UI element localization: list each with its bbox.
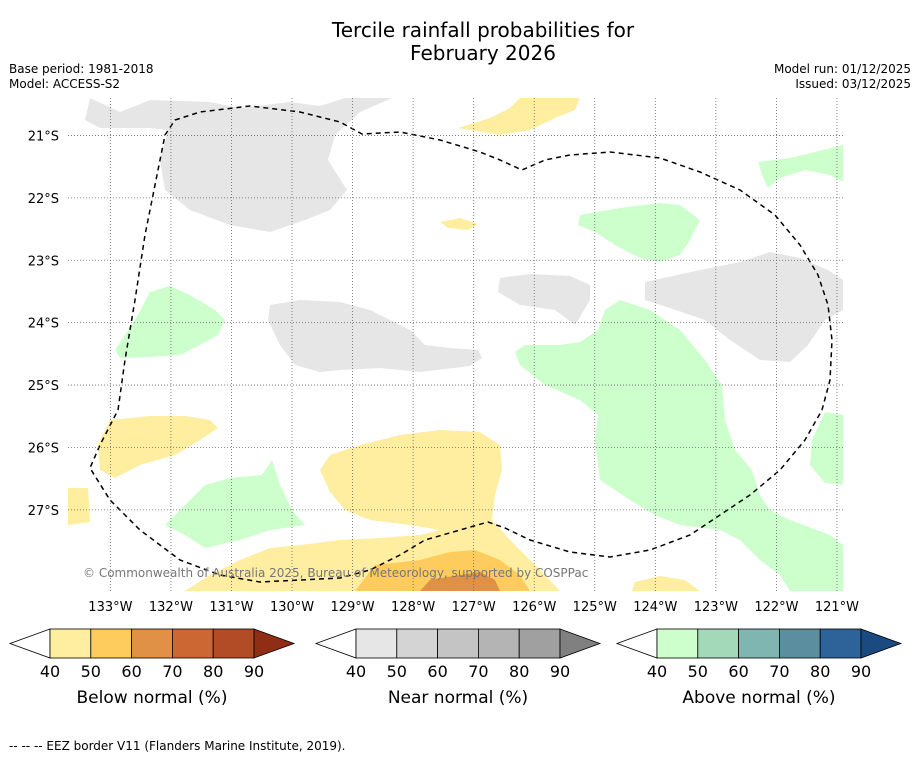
colorbar-segment	[518, 628, 561, 659]
lat-tick-label: 25°S	[28, 379, 59, 394]
lon-tick-label: 132°W	[149, 600, 193, 615]
colorbar-title: Near normal (%)	[388, 688, 528, 708]
colorbar-3: 40 50 60 70 80 90 Above normal (%)	[615, 628, 903, 708]
near-normal-region-east	[645, 252, 843, 362]
probability-regions	[68, 98, 843, 591]
below-normal-region-north	[458, 98, 580, 135]
colorbar-segment	[437, 628, 479, 659]
colorbar-tick-label: 60	[728, 662, 748, 681]
colorbar-segment	[738, 628, 780, 659]
above-normal-region-far-ne	[758, 145, 843, 188]
lat-tick-label: 22°S	[28, 192, 59, 207]
above-normal-region-sw	[165, 460, 305, 548]
colorbar-1: 40 50 60 70 80 90 Below normal (%)	[8, 628, 296, 708]
eez-border	[89, 105, 833, 583]
lon-tick-label: 133°W	[88, 600, 132, 615]
colorbar-tick-label: 90	[244, 662, 264, 681]
below-normal-region-west	[98, 416, 218, 478]
colorbar-tick-label: 70	[769, 662, 789, 681]
meta-left: Base period: 1981-2018 Model: ACCESS-S2	[9, 62, 154, 92]
lon-tick-label: 131°W	[209, 600, 253, 615]
colorbar-segment	[49, 628, 92, 659]
colorbar-segment	[131, 628, 173, 659]
colorbar-tick-label: 80	[810, 662, 830, 681]
near-normal-region-nw	[85, 98, 392, 232]
colorbar-tick-label: 80	[509, 662, 529, 681]
lat-tick-label: 27°S	[28, 504, 59, 519]
colorbar-tick-label: 40	[346, 662, 366, 681]
meta-right: Model run: 01/12/2025 Issued: 03/12/2025	[774, 62, 911, 92]
above-normal-region-ne	[578, 203, 700, 262]
colorbar-tick-label: 50	[81, 662, 101, 681]
base-period: Base period: 1981-2018	[9, 62, 154, 76]
below-normal-region-far-west	[68, 488, 90, 525]
title-line-1: Tercile rainfall probabilities for	[331, 18, 635, 42]
lon-tick-label: 121°W	[815, 600, 859, 615]
lon-tick-label: 126°W	[512, 600, 556, 615]
colorbar-min-arrow	[8, 628, 51, 659]
colorbar-tick-label: 40	[647, 662, 667, 681]
colorbar-2: 40 50 60 70 80 90 Near normal (%)	[314, 628, 602, 708]
colorbar-segment	[697, 628, 739, 659]
colorbar-tick-label: 80	[203, 662, 223, 681]
near-normal-region-mid	[498, 274, 590, 325]
lon-tick-label: 128°W	[391, 600, 435, 615]
colorbar-tick-label: 90	[851, 662, 871, 681]
model-run: Model run: 01/12/2025	[773, 62, 911, 76]
colorbar-tick-label: 70	[468, 662, 488, 681]
lon-tick-label: 130°W	[270, 600, 314, 615]
above-normal-region-west	[115, 286, 225, 358]
model-name: Model: ACCESS-S2	[9, 77, 121, 91]
colorbar-segment	[90, 628, 133, 659]
lat-tick-label: 26°S	[28, 441, 59, 456]
colorbar-max-arrow	[253, 628, 296, 659]
lon-tick-label: 124°W	[633, 600, 677, 615]
colorbar-min-arrow	[615, 628, 658, 659]
lon-tick-label: 125°W	[573, 600, 617, 615]
lon-tick-label: 127°W	[452, 600, 496, 615]
colorbar-segment	[779, 628, 821, 659]
below-normal-region-se	[632, 576, 700, 591]
issued-date: Issued: 03/12/2025	[795, 77, 911, 91]
colorbar-title: Below normal (%)	[77, 688, 228, 708]
below-normal-region-peak	[420, 572, 500, 591]
above-normal-region-east	[515, 300, 843, 591]
colorbar-segment	[477, 628, 520, 659]
colorbar-tick-label: 60	[121, 662, 141, 681]
colorbar-segment	[171, 628, 214, 659]
gridlines	[68, 98, 843, 591]
above-normal-region-se	[810, 412, 843, 485]
colorbar-segment	[656, 628, 699, 659]
colorbar-tick-label: 50	[688, 662, 708, 681]
lon-tick-label: 129°W	[330, 600, 374, 615]
copyright-text: © Commonwealth of Australia 2025, Bureau…	[83, 566, 588, 580]
colorbar-tick-label: 90	[550, 662, 570, 681]
lon-tick-label: 122°W	[754, 600, 798, 615]
colorbar-segment	[819, 628, 862, 659]
colorbar-title: Above normal (%)	[682, 688, 835, 708]
colorbar-segment	[396, 628, 438, 659]
chart-title: Tercile rainfall probabilities for Febru…	[0, 19, 919, 65]
axis-labels: 133°W 132°W 131°W 130°W 129°W 128°W 127°W 126°W…	[28, 129, 859, 615]
colorbar-max-arrow	[860, 628, 903, 659]
colorbars: 40 50 60 70 80 90 Below normal (%) 40 50 60 70 80 90…	[8, 628, 903, 708]
colorbar-max-arrow	[559, 628, 602, 659]
colorbar-tick-label: 50	[387, 662, 407, 681]
colorbar-min-arrow	[314, 628, 357, 659]
lat-tick-label: 24°S	[28, 317, 59, 332]
colorbar-tick-label: 70	[162, 662, 182, 681]
below-normal-region-small	[440, 218, 478, 230]
lon-tick-label: 123°W	[694, 600, 738, 615]
lat-tick-label: 21°S	[28, 129, 59, 144]
colorbar-segment	[212, 628, 255, 659]
colorbar-tick-label: 40	[40, 662, 60, 681]
colorbar-segment	[355, 628, 398, 659]
near-normal-region-central	[268, 300, 482, 372]
footnote: -- -- -- EEZ border V11 (Flanders Marine…	[9, 739, 346, 753]
lat-tick-label: 23°S	[28, 254, 59, 269]
title-line-2: February 2026	[410, 41, 556, 65]
colorbar-tick-label: 60	[427, 662, 447, 681]
